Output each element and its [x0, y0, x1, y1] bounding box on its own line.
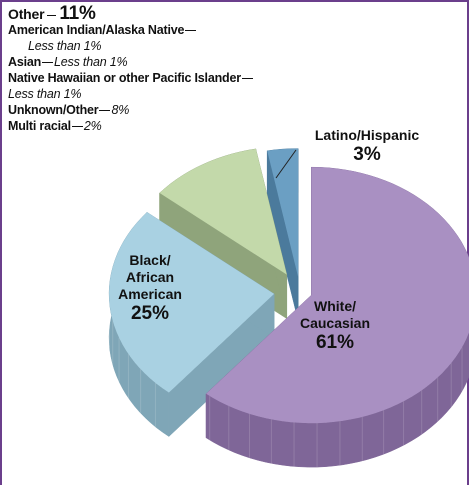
em-dash: [241, 78, 253, 80]
category-label: White/Caucasian: [299, 298, 371, 331]
em-dash: [99, 110, 111, 112]
item-detail: 2%: [83, 119, 102, 133]
em-dash: [185, 30, 197, 32]
slice: [267, 148, 299, 277]
other-breakdown: Other 11% American Indian/Alaska Native Le…: [8, 3, 273, 134]
breakdown-list: American Indian/Alaska Native Less than 1…: [8, 22, 273, 134]
dash: [47, 14, 57, 16]
slice-label: White/Caucasian 61%: [280, 298, 390, 354]
item-name: American Indian/Alaska Native: [8, 23, 185, 37]
slice: [206, 167, 469, 424]
value-label: 61%: [315, 332, 355, 353]
item-detail: Less than 1%: [54, 55, 128, 69]
em-dash: [71, 126, 83, 128]
other-value: 11%: [59, 3, 96, 24]
breakdown-item: Native Hawaiian or other Pacific Islande…: [8, 70, 273, 102]
other-name: Other: [8, 6, 45, 22]
breakdown-item: American Indian/Alaska Native Less than 1…: [8, 22, 273, 54]
value-label: 25%: [130, 303, 170, 324]
breakdown-item: Multi racial 2%: [8, 118, 273, 134]
slice-label: Latino/Hispanic 3%: [292, 127, 442, 166]
breakdown-item: Unknown/Other 8%: [8, 102, 273, 118]
item-name: Native Hawaiian or other Pacific Islande…: [8, 71, 241, 85]
breakdown-item: Asian Less than 1%: [8, 54, 273, 70]
leader-line: [275, 149, 297, 179]
value-label: 3%: [353, 144, 381, 165]
item-detail: 8%: [111, 103, 130, 117]
item-name: Unknown/Other: [8, 103, 99, 117]
em-dash: [42, 62, 54, 64]
item-name: Asian: [8, 55, 42, 69]
item-name: Multi racial: [8, 119, 71, 133]
item-detail: Less than 1%: [28, 39, 102, 53]
slice: [109, 212, 275, 393]
category-label: Black/African American: [118, 252, 182, 302]
slice-label: Black/African American 25%: [105, 252, 195, 325]
item-detail: Less than 1%: [8, 87, 82, 101]
other-heading: Other 11%: [8, 3, 273, 24]
slice: [159, 148, 287, 275]
category-label: Latino/Hispanic: [314, 127, 420, 143]
